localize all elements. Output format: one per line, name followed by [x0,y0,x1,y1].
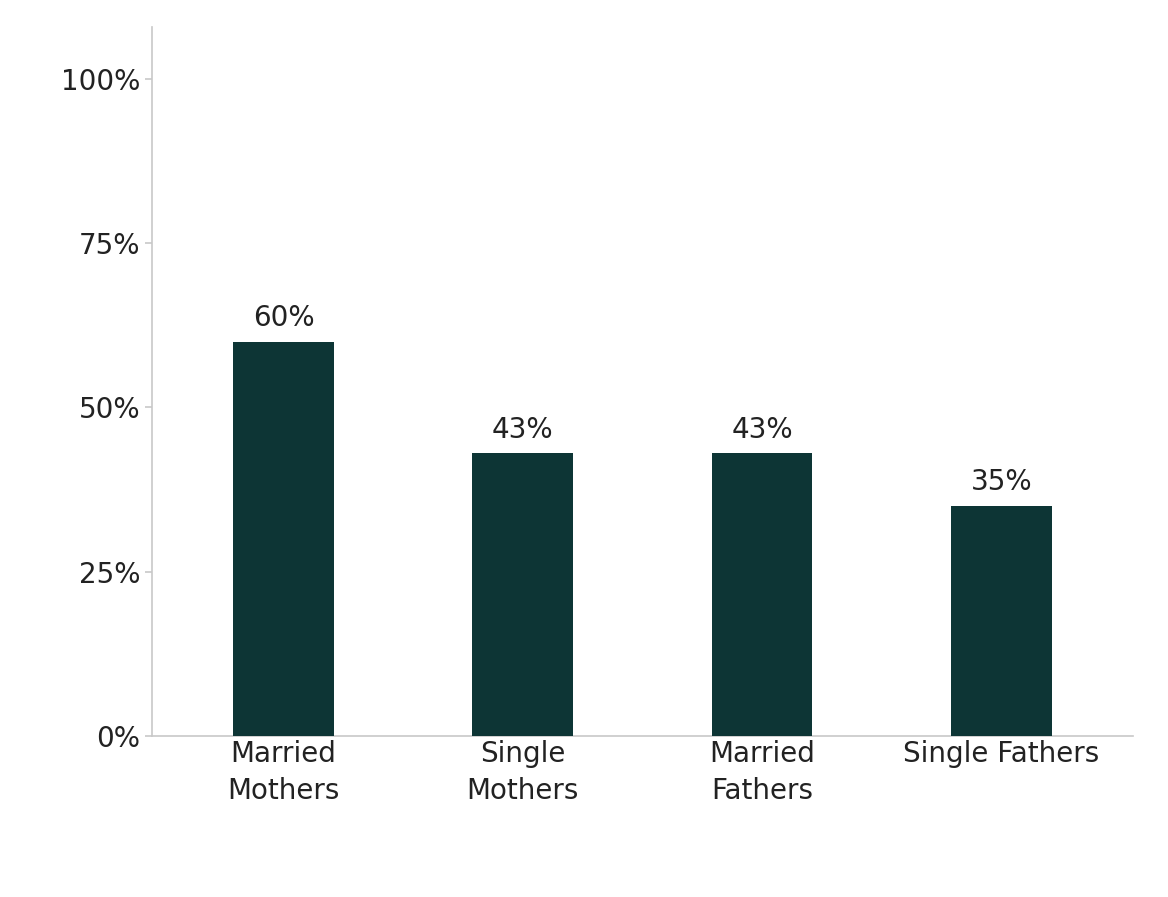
Bar [951,506,1051,736]
Bar [234,342,334,736]
Text: 43%: 43% [731,415,793,443]
Text: 43%: 43% [492,415,554,443]
Bar [473,453,573,736]
Text: 35%: 35% [971,468,1033,496]
Bar [711,453,812,736]
Text: 60%: 60% [252,304,314,332]
